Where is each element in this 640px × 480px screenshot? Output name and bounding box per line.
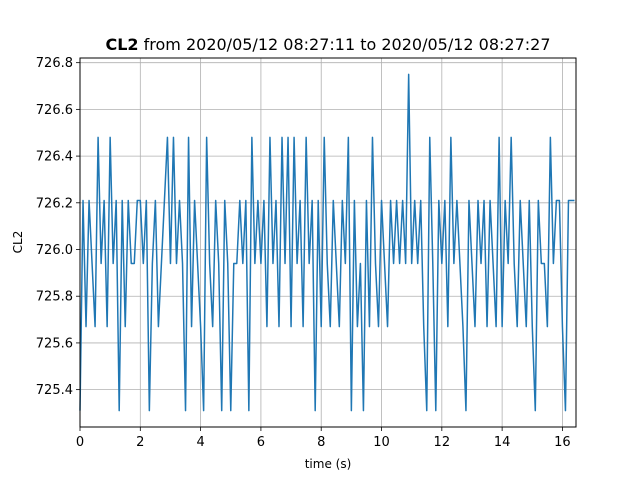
y-tick-label: 725.8 bbox=[36, 290, 73, 305]
x-tick-label: 2 bbox=[136, 435, 144, 450]
x-axis-ticks: 0 2 4 6 8 10 12 14 16 bbox=[76, 427, 571, 450]
chart-title: CL2 from 2020/05/12 08:27:11 to 2020/05/… bbox=[105, 35, 550, 54]
y-tick-label: 725.6 bbox=[36, 336, 73, 351]
y-tick-label: 725.4 bbox=[36, 383, 73, 398]
plot-frame bbox=[79, 57, 577, 428]
x-tick-label: 16 bbox=[554, 435, 571, 450]
x-tick-label: 12 bbox=[434, 435, 451, 450]
x-gridlines bbox=[79, 58, 563, 427]
x-tick-label: 8 bbox=[317, 435, 325, 450]
y-tick-label: 726.0 bbox=[36, 243, 73, 258]
y-axis-ticks: 725.4 725.6 725.8 726.0 726.2 726.4 726.6 726.8 bbox=[36, 56, 80, 398]
chart-title-bold: CL2 bbox=[105, 35, 138, 54]
series-line-0 bbox=[79, 73, 575, 412]
y-tick-label: 726.8 bbox=[36, 56, 73, 71]
y-tick-label: 726.6 bbox=[36, 103, 73, 118]
series-layer bbox=[79, 73, 575, 412]
x-tick-label: 14 bbox=[494, 435, 511, 450]
x-axis-label: time (s) bbox=[305, 457, 352, 471]
x-tick-label: 6 bbox=[257, 435, 265, 450]
chart-title-rest: from 2020/05/12 08:27:11 to 2020/05/12 0… bbox=[139, 35, 551, 54]
x-tick-label: 10 bbox=[373, 435, 390, 450]
x-tick-label: 0 bbox=[76, 435, 84, 450]
y-tick-label: 726.2 bbox=[36, 196, 73, 211]
y-gridlines bbox=[80, 62, 576, 391]
y-axis-label: CL2 bbox=[11, 231, 25, 254]
x-tick-label: 4 bbox=[196, 435, 204, 450]
y-tick-label: 726.4 bbox=[36, 150, 73, 165]
